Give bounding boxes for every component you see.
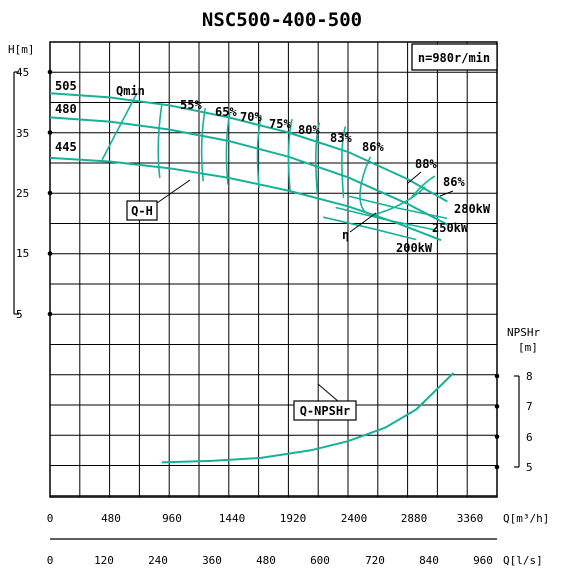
x-tick-ls-840: 840	[419, 554, 439, 567]
power-curve	[335, 206, 436, 231]
x-tick-m3h-2880: 2880	[401, 512, 428, 525]
x-axis-m3h-unit: Q[m³/h]	[503, 512, 549, 525]
npsh-label-frame	[293, 400, 357, 421]
npsh-tick-8: 8	[526, 370, 533, 383]
plot-frame	[49, 41, 498, 498]
x-tick-ls-480: 480	[256, 554, 276, 567]
qh-label-box: Q-H	[126, 200, 158, 221]
diameter-label-480: 480	[55, 102, 77, 116]
npsh-tick-6: 6	[526, 431, 533, 444]
x-tick-ls-600: 600	[310, 554, 330, 567]
qh-label: Q-H	[131, 204, 153, 218]
npsh-tick-7: 7	[526, 400, 533, 413]
x-tick-m3h-1440: 1440	[219, 512, 246, 525]
y-axis-npsh-label: NPSHr	[507, 326, 540, 339]
power-label-200: 200kW	[396, 241, 433, 255]
y-tick-45: 45	[16, 66, 29, 79]
efficiency-isoline	[256, 115, 262, 188]
speed-box: n=980r/min	[411, 43, 498, 71]
diameter-label-445: 445	[55, 140, 77, 154]
npsh-curve	[161, 372, 455, 464]
x-tick-m3h-480: 480	[101, 512, 121, 525]
efficiency-isoline	[287, 119, 293, 192]
npsh-tick-5: 5	[526, 461, 533, 474]
eff-label-86-left: 86%	[362, 140, 384, 154]
efficiency-isoline	[157, 104, 163, 178]
npsh-label-box: Q-NPSHr	[293, 400, 357, 421]
x-axis-m3h: 0 480 960 1440 1920 2400 2880 3360 Q[m³/…	[47, 512, 550, 525]
qh-leader	[156, 179, 191, 204]
diameter-label-505: 505	[55, 79, 77, 93]
x-axis-ls-unit: Q[l/s]	[503, 554, 543, 567]
power-label-250: 250kW	[432, 221, 469, 235]
x-tick-ls-360: 360	[202, 554, 222, 567]
eff-label-75: 75%	[269, 117, 291, 131]
efficiency-isoline	[315, 122, 321, 195]
x-axis-ls: 0 120 240 360 480 600 720 840 960 Q[l/s]	[47, 538, 543, 567]
npsh-tick-dot	[494, 434, 500, 439]
qh-curve-480	[49, 116, 448, 226]
x-tick-m3h-0: 0	[47, 512, 54, 525]
x-tick-m3h-3360: 3360	[457, 512, 484, 525]
eff-label-55: 55%	[180, 98, 202, 112]
efficiency-isoline-88	[409, 175, 436, 200]
npsh-label: Q-NPSHr	[300, 404, 351, 418]
y-tick-dot	[47, 190, 53, 196]
x-tick-m3h-1920: 1920	[280, 512, 307, 525]
chart-grid	[47, 41, 500, 498]
qmin-label: Qmin	[116, 84, 145, 98]
efficiency-isoline	[225, 111, 231, 185]
npsh-tick-dot	[494, 464, 500, 470]
qh-label-frame	[126, 200, 158, 221]
eff-label-80: 80%	[298, 123, 320, 137]
eff86-leader	[439, 190, 454, 197]
power-label-280: 280kW	[454, 202, 491, 216]
y-tick-35: 35	[16, 127, 29, 140]
power-curve	[347, 195, 448, 220]
npsh-leader	[317, 383, 340, 403]
speed-box-frame	[411, 43, 498, 71]
y-axis-npsh: NPSHr [m] 8 7 6 5	[507, 326, 540, 474]
eff-label-86-right: 86%	[443, 175, 465, 189]
x-tick-ls-720: 720	[365, 554, 385, 567]
power-curve	[323, 216, 417, 241]
eff-label-65: 65%	[215, 105, 237, 119]
y-axis-npsh-unit: [m]	[518, 341, 538, 354]
qmin-line	[101, 92, 138, 161]
eta-label: η	[342, 228, 349, 242]
speed-label: n=980r/min	[418, 51, 490, 65]
y-tick-dot	[47, 251, 53, 256]
x-tick-ls-120: 120	[94, 554, 114, 567]
y-axis-head-label: H[m]	[8, 43, 35, 56]
npsh-tick-dot	[494, 373, 500, 379]
chart-title: NSC500-400-500	[202, 9, 362, 31]
x-tick-ls-960: 960	[473, 554, 493, 567]
y-tick-dot	[47, 69, 53, 75]
performance-curves	[49, 92, 455, 464]
x-tick-ls-0: 0	[47, 554, 54, 567]
efficiency-isoline	[200, 108, 206, 182]
y-tick-5: 5	[16, 308, 23, 321]
eff-label-88: 88%	[415, 157, 437, 171]
y-tick-25: 25	[16, 187, 29, 200]
y-tick-dot	[47, 130, 53, 135]
x-tick-ls-240: 240	[148, 554, 168, 567]
eff88-leader	[407, 171, 422, 184]
y-tick-15: 15	[16, 247, 29, 260]
eff-label-70: 70%	[240, 110, 262, 124]
qh-curve-505	[49, 92, 448, 203]
eta-leader	[349, 212, 377, 233]
x-tick-m3h-2400: 2400	[341, 512, 368, 525]
efficiency-isoline	[341, 126, 347, 198]
y-tick-dot	[47, 311, 53, 317]
x-tick-m3h-960: 960	[162, 512, 182, 525]
qh-curve-445	[49, 156, 442, 242]
y-axis-head: H[m] 45 35 25 15 5	[8, 43, 35, 321]
npsh-tick-dot	[494, 404, 500, 409]
eff-label-83: 83%	[330, 131, 352, 145]
